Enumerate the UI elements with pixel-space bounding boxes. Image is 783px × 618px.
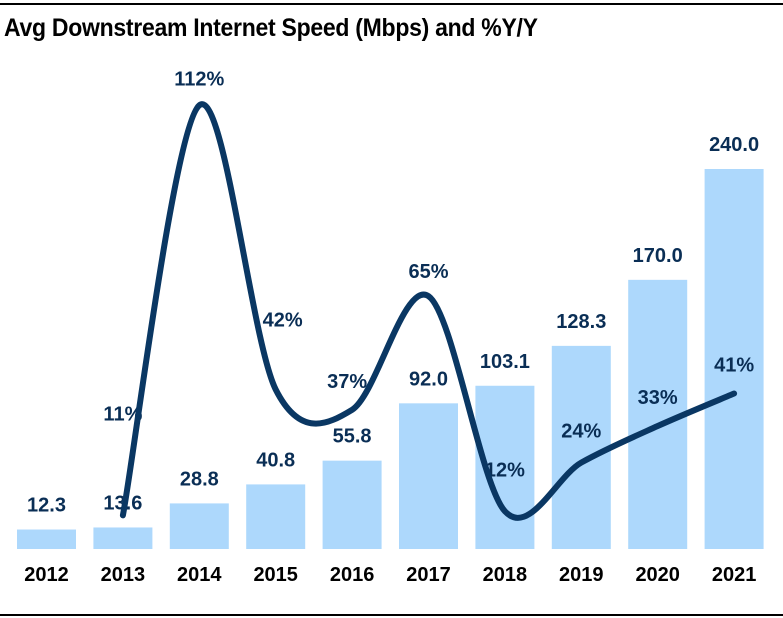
bar-value-label-2018: 103.1 [480, 351, 530, 373]
bar-2016 [322, 460, 382, 549]
yoy-label-2014: 112% [174, 68, 224, 90]
bar-value-label-2012: 12.3 [27, 495, 66, 517]
bar-value-label-2017: 92.0 [409, 368, 448, 390]
bar-2021 [704, 169, 764, 549]
yoy-label-2015: 42% [263, 309, 303, 331]
bar-2015 [246, 484, 306, 549]
bottom-rule [0, 614, 783, 616]
yoy-label-2020: 33% [638, 387, 678, 409]
yoy-label-2021: 41% [714, 355, 754, 377]
bar-value-label-2019: 128.3 [556, 311, 606, 333]
x-tick-2013: 2013 [101, 564, 146, 586]
bar-2014 [169, 503, 229, 549]
bar-value-label-2021: 240.0 [709, 134, 759, 156]
x-tick-2019: 2019 [559, 564, 604, 586]
x-tick-2012: 2012 [24, 564, 69, 586]
x-axis-ticks: 2012 2013 2014 2015 2016 2017 2018 2019 2020 2021 [24, 564, 756, 586]
yoy-label-2016: 37% [327, 371, 367, 393]
bars-layer [17, 169, 764, 549]
x-tick-2021: 2021 [712, 564, 757, 586]
yoy-label-2018: 12% [485, 459, 525, 481]
x-tick-2017: 2017 [406, 564, 451, 586]
x-tick-2015: 2015 [253, 564, 298, 586]
bar-value-label-2016: 55.8 [333, 426, 372, 448]
x-tick-2016: 2016 [330, 564, 375, 586]
bar-2019 [551, 345, 611, 549]
pct-labels-layer: 11% 112% 42% 37% 65% 12% 24% 33% 41% [103, 68, 754, 481]
bar-value-label-2020: 170.0 [633, 245, 683, 267]
x-tick-2018: 2018 [483, 564, 528, 586]
bar-value-label-2014: 28.8 [180, 468, 219, 490]
bar-value-label-2015: 40.8 [256, 449, 295, 471]
chart-title: Avg Downstream Internet Speed (Mbps) and… [4, 14, 538, 42]
bar-2017 [399, 403, 458, 549]
yoy-line [119, 101, 738, 521]
yoy-label-2017: 65% [408, 261, 448, 283]
x-tick-2014: 2014 [177, 564, 222, 586]
x-tick-2020: 2020 [635, 564, 680, 586]
yoy-label-2013: 11% [103, 403, 142, 425]
bar-2013 [93, 527, 153, 549]
bar-2012 [17, 529, 76, 549]
yoy-label-2019: 24% [561, 421, 601, 443]
top-rule [0, 3, 783, 5]
bar-labels-layer: 12.3 13.628.840.855.892.0103.1128.3170.02… [27, 134, 759, 517]
